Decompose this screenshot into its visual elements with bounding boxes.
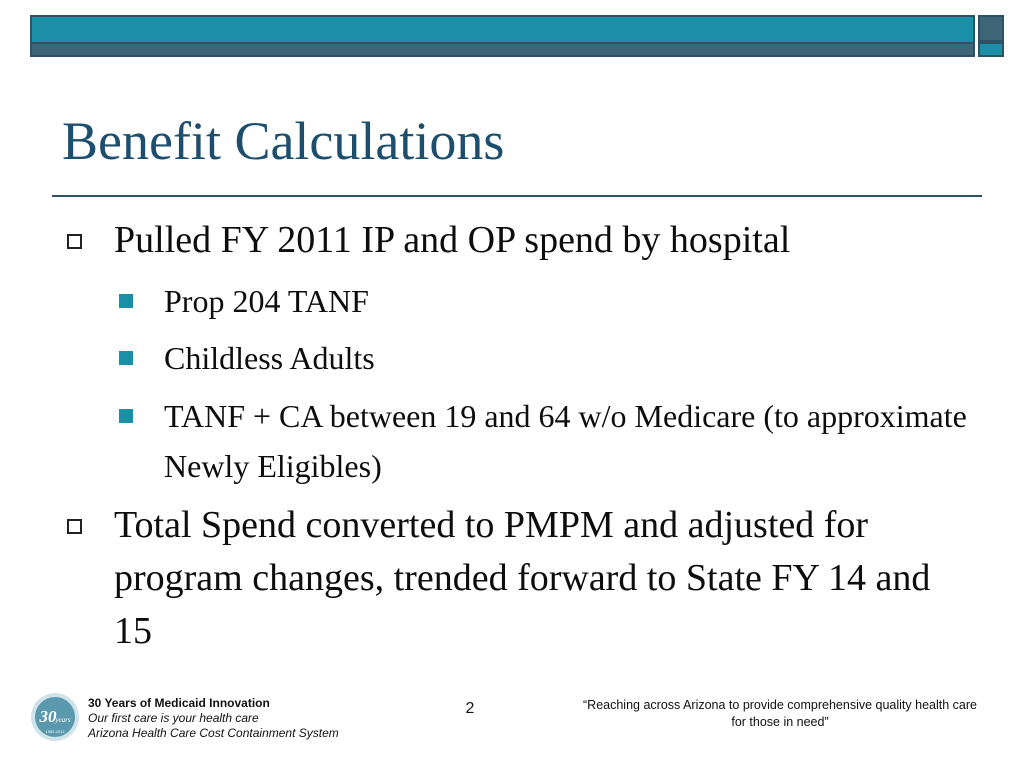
footer-organization-name: Arizona Health Care Cost Containment Sys… bbox=[88, 726, 339, 740]
page-number: 2 bbox=[465, 700, 475, 717]
slide-title: Benefit Calculations bbox=[62, 111, 505, 171]
sub-bullet-item: TANF + CA between 19 and 64 w/o Medicare… bbox=[164, 398, 967, 484]
filled-square-bullet-icon bbox=[119, 294, 133, 308]
top-banner-band bbox=[32, 17, 973, 44]
title-divider bbox=[52, 195, 982, 197]
30-years-logo-icon: 30 years 1982 2012 bbox=[31, 693, 79, 741]
bullet-item: Pulled FY 2011 IP and OP spend by hospit… bbox=[114, 219, 791, 261]
sub-bullet-item: Childless Adults bbox=[164, 340, 375, 376]
hollow-square-bullet-icon bbox=[67, 519, 82, 534]
footer-left-text: 30 Years of Medicaid Innovation Our firs… bbox=[88, 696, 339, 741]
hollow-square-bullet-icon bbox=[67, 234, 82, 249]
footer-tagline-subtitle: Our first care is your health care bbox=[88, 711, 259, 725]
logo-number: 30 bbox=[39, 707, 58, 726]
logo-year-range: 1982 2012 bbox=[46, 729, 66, 734]
filled-square-bullet-icon bbox=[119, 409, 133, 423]
sub-bullet-item: Prop 204 TANF bbox=[164, 283, 369, 319]
filled-square-bullet-icon bbox=[119, 351, 133, 365]
logo-years-label: years bbox=[54, 716, 70, 724]
top-banner-lower-band bbox=[32, 44, 973, 55]
footer-quote: “Reaching across Arizona to provide comp… bbox=[583, 698, 977, 729]
top-banner-bar bbox=[30, 15, 975, 57]
top-banner-square-upper bbox=[978, 15, 1004, 42]
bullet-item: Total Spend converted to PMPM and adjust… bbox=[114, 504, 931, 652]
footer-tagline-title: 30 Years of Medicaid Innovation bbox=[88, 696, 270, 710]
top-banner-square-lower bbox=[978, 42, 1004, 57]
